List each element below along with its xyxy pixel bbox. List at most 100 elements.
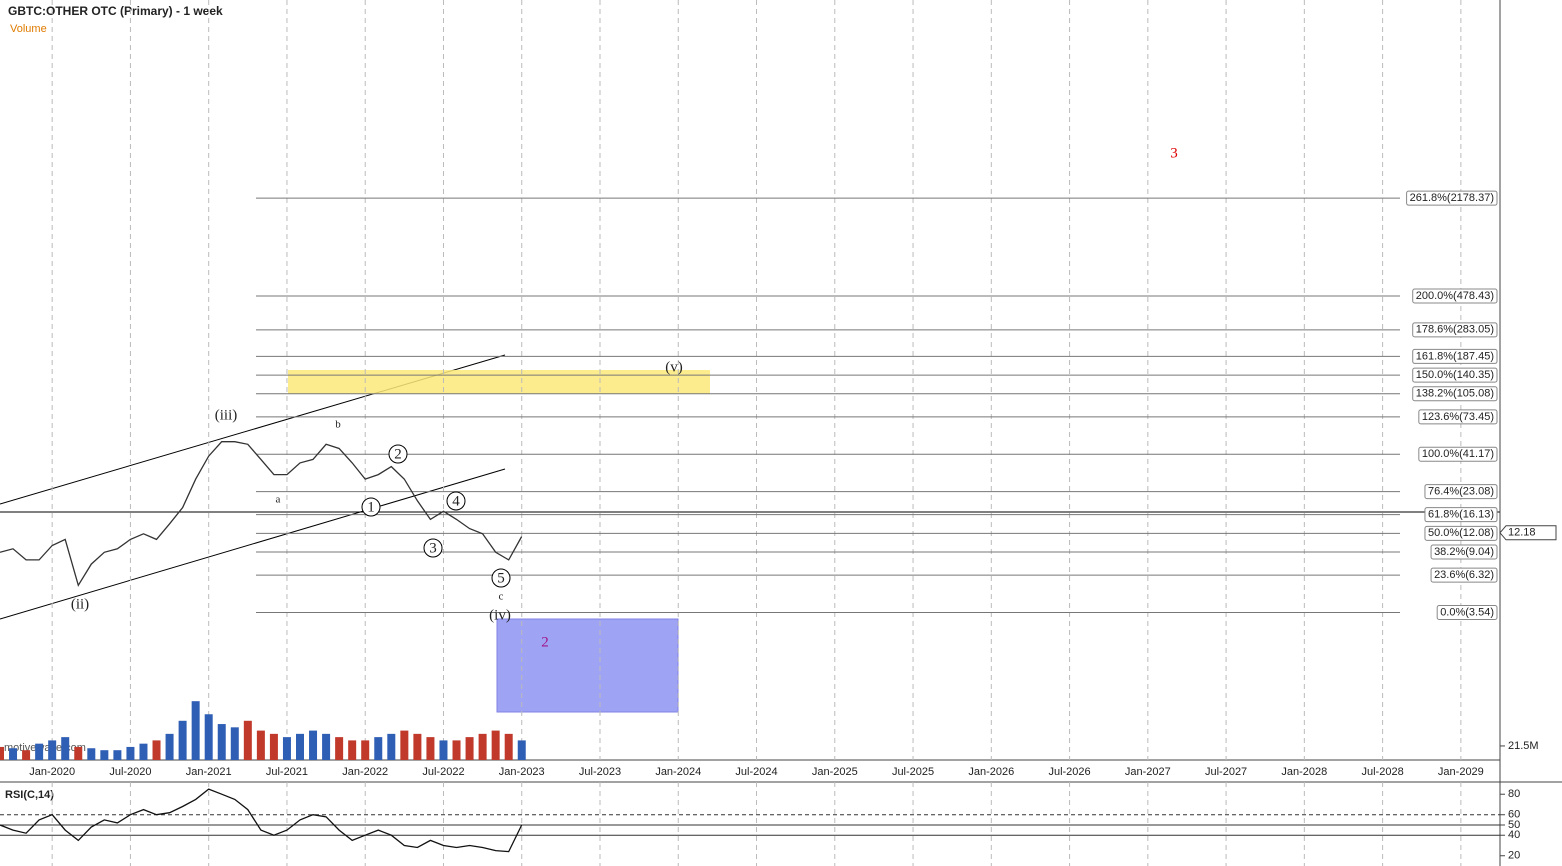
wave-circle: [388, 444, 408, 464]
x-tick-label: Jan-2027: [1125, 766, 1171, 778]
volume-bar: [282, 737, 291, 760]
fib-label: 150.0%(140.35): [1416, 369, 1494, 381]
volume-bar: [74, 746, 83, 760]
volume-bar: [178, 720, 187, 760]
volume-bar: [204, 714, 213, 760]
volume-bar: [322, 733, 331, 760]
wave-label: 1: [367, 499, 375, 515]
x-tick-label: Jan-2020: [29, 766, 75, 778]
x-tick-label: Jan-2021: [186, 766, 232, 778]
x-tick-label: Jul-2024: [735, 766, 777, 778]
fib-label-box: [1430, 544, 1498, 560]
fib-label: 38.2%(9.04): [1434, 546, 1494, 558]
rsi-line: [0, 788, 523, 853]
x-tick-label: Jul-2027: [1205, 766, 1247, 778]
channel-line: [0, 468, 506, 620]
volume-bar: [504, 733, 513, 760]
x-tick-label: Jul-2026: [1048, 766, 1090, 778]
y-tick-label: 50: [1508, 819, 1520, 831]
x-tick-label: Jan-2028: [1281, 766, 1327, 778]
fib-label-box: [1436, 605, 1498, 621]
fib-label: 138.2%(105.08): [1416, 388, 1494, 400]
volume-bar: [217, 724, 226, 760]
y-tick-label: 40: [1508, 829, 1520, 841]
volume-bar: [152, 740, 161, 760]
x-tick-label: Jul-2025: [892, 766, 934, 778]
volume-bar: [426, 737, 435, 760]
x-tick-label: Jan-2022: [342, 766, 388, 778]
fib-label: 123.6%(73.45): [1422, 411, 1494, 423]
wave-label: c: [499, 591, 504, 603]
volume-bar: [61, 737, 70, 760]
volume-bar: [517, 740, 526, 760]
volume-bar: [35, 743, 44, 760]
fib-label: 100.0%(41.17): [1422, 448, 1494, 460]
volume-bar: [374, 737, 383, 760]
fib-label: 61.8%(16.13): [1428, 509, 1494, 521]
volume-bar: [491, 730, 500, 760]
fib-label: 161.8%(187.45): [1416, 350, 1494, 362]
wave-label: (v): [665, 359, 683, 375]
fib-label-box: [1424, 484, 1498, 500]
fib-label: 200.0%(478.43): [1416, 290, 1494, 302]
volume-bar: [22, 750, 31, 760]
wave-circle: [423, 538, 443, 558]
fib-label: 76.4%(23.08): [1428, 485, 1494, 497]
wave-circle: [491, 568, 511, 588]
x-tick-label: Jul-2028: [1362, 766, 1404, 778]
volume-bar: [191, 701, 200, 760]
volume-bar: [269, 733, 278, 760]
fib-label-box: [1412, 367, 1498, 383]
volume-label: Volume: [10, 23, 47, 35]
x-tick-label: Jan-2029: [1438, 766, 1484, 778]
fib-label-box: [1406, 190, 1498, 206]
price-line: [0, 441, 523, 587]
volume-bar: [439, 740, 448, 760]
y-tick-label: 80: [1508, 788, 1520, 800]
wave-label: b: [335, 419, 341, 431]
volume-bar: [387, 733, 396, 760]
target-zone: [288, 370, 710, 394]
x-tick-label: Jan-2025: [812, 766, 858, 778]
wave-label: a: [276, 494, 281, 506]
y-tick-label: 60: [1508, 809, 1520, 821]
wave-label: (iv): [489, 607, 511, 623]
fib-label: 261.8%(2178.37): [1410, 192, 1494, 204]
x-tick-label: Jul-2023: [579, 766, 621, 778]
rsi-label: RSI(C,14): [5, 789, 54, 801]
wave-label: 3: [429, 540, 437, 556]
volume-bar: [165, 733, 174, 760]
volume-bar: [48, 740, 57, 760]
volume-bar: [113, 750, 122, 760]
volume-bar: [100, 750, 109, 760]
volume-bar: [400, 730, 409, 760]
volume-bar: [413, 733, 422, 760]
wave-circle: [446, 491, 466, 511]
fib-label-box: [1424, 525, 1498, 541]
fib-label-box: [1424, 507, 1498, 523]
wave-label: 2: [541, 634, 549, 650]
volume-bar: [478, 733, 487, 760]
fib-label-box: [1412, 348, 1498, 364]
volume-bar: [243, 720, 252, 760]
fib-label: 0.0%(3.54): [1440, 606, 1494, 618]
chart-title: GBTC:OTHER OTC (Primary) - 1 week: [8, 4, 223, 18]
fib-label-box: [1430, 567, 1498, 583]
volume-bar: [139, 743, 148, 760]
fib-label-box: [1418, 446, 1498, 462]
x-tick-label: Jan-2023: [499, 766, 545, 778]
x-tick-label: Jul-2022: [422, 766, 464, 778]
x-tick-label: Jul-2020: [109, 766, 151, 778]
price-tag: [1499, 525, 1557, 541]
wave-label: 4: [452, 493, 460, 509]
volume-bar: [465, 737, 474, 760]
volume-bar: [335, 737, 344, 760]
volume-bar: [296, 733, 304, 760]
volume-bar: [256, 730, 265, 760]
volume-bar: [0, 746, 4, 760]
price-tag-label: 12.18: [1508, 527, 1536, 539]
volume-bar: [87, 748, 96, 760]
y-tick-label: 21.5M: [1508, 740, 1539, 752]
